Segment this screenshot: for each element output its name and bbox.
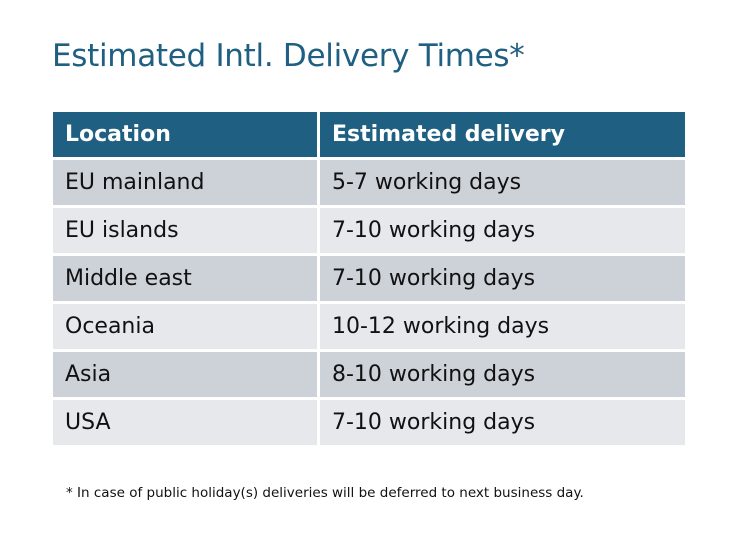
table-row: EU mainland 5-7 working days — [53, 160, 685, 205]
column-header-location: Location — [53, 112, 317, 157]
table-row: Asia 8-10 working days — [53, 352, 685, 397]
delivery-time-cell: 10-12 working days — [320, 304, 685, 349]
location-cell: EU islands — [53, 208, 317, 253]
column-header-estimated-delivery: Estimated delivery — [320, 112, 685, 157]
delivery-time-cell: 7-10 working days — [320, 256, 685, 301]
table-header-row: Location Estimated delivery — [53, 112, 685, 157]
table-row: Oceania 10-12 working days — [53, 304, 685, 349]
page-title: Estimated Intl. Delivery Times* — [52, 38, 525, 74]
delivery-time-cell: 7-10 working days — [320, 400, 685, 445]
location-cell: EU mainland — [53, 160, 317, 205]
delivery-time-cell: 8-10 working days — [320, 352, 685, 397]
delivery-time-cell: 7-10 working days — [320, 208, 685, 253]
table-row: EU islands 7-10 working days — [53, 208, 685, 253]
location-cell: Asia — [53, 352, 317, 397]
location-cell: Middle east — [53, 256, 317, 301]
location-cell: Oceania — [53, 304, 317, 349]
footnote: * In case of public holiday(s) deliverie… — [66, 485, 584, 501]
delivery-table: Location Estimated delivery EU mainland 5… — [50, 109, 688, 448]
delivery-time-cell: 5-7 working days — [320, 160, 685, 205]
table-row: USA 7-10 working days — [53, 400, 685, 445]
location-cell: USA — [53, 400, 317, 445]
table-row: Middle east 7-10 working days — [53, 256, 685, 301]
